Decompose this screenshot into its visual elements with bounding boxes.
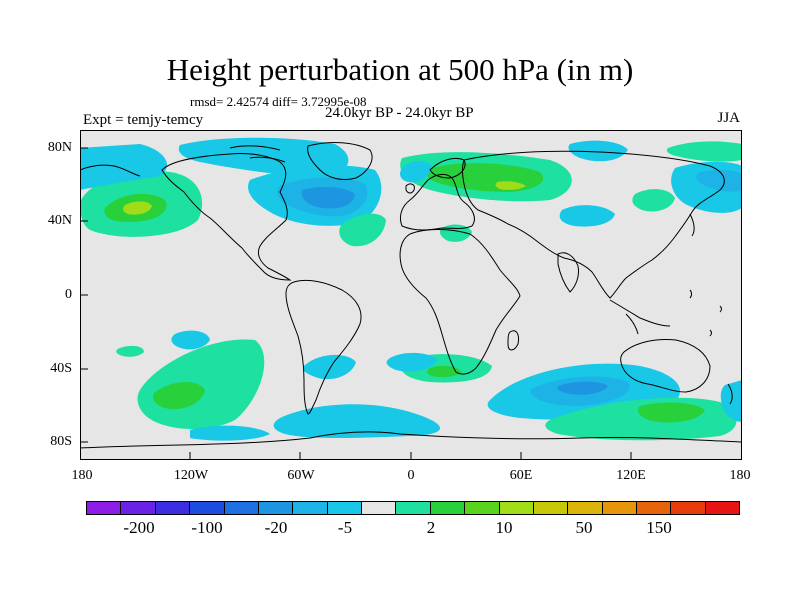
colorbar-label: 50 [575, 518, 593, 537]
season-label: JJA [717, 110, 740, 126]
time-period-label: 24.0kyr BP - 24.0kyr BP [325, 105, 474, 121]
contour-fareast-blue-mid [696, 169, 742, 192]
contour-casia-blue [559, 205, 615, 227]
coast-antarctica [80, 431, 742, 449]
colorbar-cell [568, 502, 603, 514]
colorbar-label: 2 [426, 518, 436, 537]
contour-spacific-green-small [116, 345, 144, 357]
colorbar-cell [293, 502, 328, 514]
coast-greenland [307, 142, 373, 181]
coast-se-asia [609, 299, 671, 335]
contour-sindian-green-core [427, 365, 462, 378]
contour-southocean-blue-left [190, 425, 270, 441]
colorbar [86, 501, 740, 515]
coast-new-zealand [727, 383, 733, 405]
colorbar-cell [224, 502, 259, 514]
experiment-label: Expt = temjy-temcy [83, 112, 204, 128]
colorbar-cell [190, 502, 225, 514]
contour-arctic-left [80, 144, 168, 190]
xtick-120e: 120E [616, 468, 646, 483]
colorbar-cell [430, 502, 466, 514]
contour-med-green [439, 224, 472, 242]
ytick-80n: 80N [47, 140, 72, 155]
colorbar-cell [533, 502, 569, 514]
contour-eurasia-peak [495, 181, 526, 190]
xtick-60e: 60E [509, 468, 533, 483]
coast-asia [462, 150, 725, 299]
map-canvas [80, 130, 742, 460]
colorbar-cell [465, 502, 500, 514]
colorbar-cell [499, 502, 534, 514]
colorbar-label: -200 [123, 518, 155, 537]
contour-sindian-big-blue-core [557, 381, 608, 395]
colorbar-label: -5 [337, 518, 353, 537]
xtick-180-left: 180 [71, 468, 93, 483]
ytick-40n: 40N [47, 213, 72, 228]
ytick-80s: 80S [50, 434, 72, 449]
colorbar-cell [155, 502, 191, 514]
contour-eurasia-blue [400, 160, 432, 183]
colorbar-cell [705, 502, 740, 514]
ytick-40s: 40S [50, 361, 72, 376]
contour-ne-green [632, 189, 675, 212]
coast-uk [405, 183, 415, 194]
ytick-0: 0 [65, 287, 72, 302]
coast-japan [689, 213, 695, 237]
coast-canadian-arctic [229, 145, 286, 163]
contour-atlantic-green [339, 213, 386, 247]
xtick-180-right: 180 [729, 468, 751, 483]
world-map [80, 130, 742, 460]
coast-europe [399, 173, 475, 231]
colorbar-cell [362, 502, 397, 514]
coastlines [80, 142, 742, 449]
contour-npacific-peak [123, 201, 152, 215]
contour-topright-green [666, 141, 742, 162]
coast-india [557, 252, 579, 293]
colorbar-cell [87, 502, 122, 514]
contour-spacific-blue-small [171, 330, 210, 350]
coast-pacific-islands [689, 289, 722, 337]
contour-scentral-green-core [153, 381, 205, 410]
colorbar-cell [637, 502, 672, 514]
colorbar-cell [602, 502, 637, 514]
xtick-0: 0 [407, 468, 415, 483]
colorbar-cell [396, 502, 431, 514]
plot-title: Height perturbation at 500 hPa (in m) [166, 52, 634, 87]
colorbar-label: -20 [264, 518, 288, 537]
tick-marks [80, 147, 632, 460]
contour-sindian-blue [386, 352, 438, 372]
colorbar-label: 150 [646, 518, 672, 537]
xtick-60w: 60W [287, 468, 315, 483]
coast-alaska [80, 164, 141, 177]
coast-north-america [161, 153, 292, 281]
colorbar-cell [258, 502, 294, 514]
coast-south-america [285, 279, 362, 415]
xtick-120w: 120W [173, 468, 209, 483]
contour-top-mid-blue [568, 140, 628, 162]
contour-samerica-blue [303, 354, 356, 380]
colorbar-cell [121, 502, 156, 514]
contour-natlantic-low-core [301, 186, 355, 209]
coast-madagascar [507, 330, 519, 351]
rmsd-diff-stats: rmsd= 2.42574 diff= 3.72995e-08 [190, 94, 367, 109]
colorbar-cell [671, 502, 706, 514]
colorbar-cell [327, 502, 362, 514]
contour-australia-south-core [638, 402, 705, 423]
colorbar-label: 10 [495, 518, 513, 537]
colorbar-label: -100 [191, 518, 223, 537]
contour-southocean-blue [273, 404, 440, 438]
coast-australia [620, 339, 711, 393]
coast-africa [399, 229, 521, 375]
